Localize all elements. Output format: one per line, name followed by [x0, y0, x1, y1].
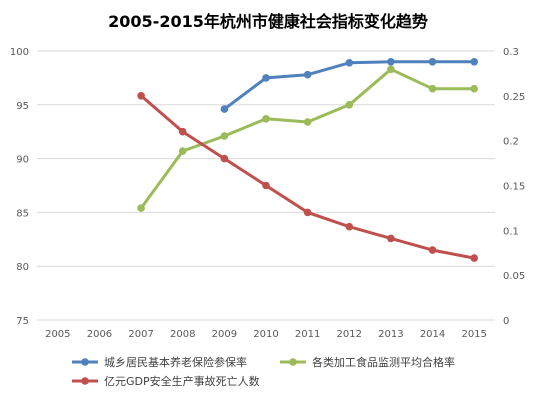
- x-tick-label: 2014: [420, 329, 445, 340]
- data-point: [428, 58, 437, 66]
- x-tick-label: 2011: [295, 329, 320, 340]
- y-left-tick-label: 75: [16, 316, 29, 327]
- data-point: [303, 208, 312, 217]
- data-point: [428, 246, 437, 254]
- data-point: [387, 58, 395, 66]
- y-right-tick-label: 0: [503, 316, 509, 327]
- legend-item-1: 城乡居民基本养老保险参保率: [72, 355, 247, 369]
- data-point: [470, 58, 479, 66]
- data-point: [387, 234, 395, 243]
- y-right-tick-label: 0.15: [503, 182, 525, 193]
- x-tick-label: 2015: [461, 329, 486, 340]
- data-point: [220, 105, 229, 113]
- legend-swatch-marker: [81, 377, 89, 385]
- y-right-tick-label: 0.3: [503, 47, 519, 58]
- data-point: [220, 132, 229, 140]
- legend-swatch-marker: [81, 358, 89, 366]
- data-point: [470, 254, 479, 262]
- data-point: [178, 147, 187, 155]
- data-point: [470, 84, 479, 93]
- data-point: [303, 118, 312, 126]
- y-left-tick-label: 85: [16, 208, 29, 219]
- y-left-tick-label: 90: [16, 155, 29, 166]
- data-point: [387, 65, 395, 74]
- data-point: [262, 74, 270, 82]
- x-tick-label: 2006: [87, 329, 112, 340]
- y-left-tick-label: 95: [16, 101, 29, 112]
- y-left-tick-label: 100: [10, 47, 29, 58]
- data-point: [345, 222, 354, 231]
- data-point: [428, 84, 437, 93]
- y-right-tick-label: 0.2: [503, 137, 519, 148]
- x-tick-label: 2008: [170, 329, 195, 340]
- y-right-tick-label: 0.25: [503, 92, 525, 103]
- data-point: [345, 101, 354, 109]
- data-point: [262, 181, 270, 190]
- legend-item-2: 各类加工食品监测平均合格率: [280, 355, 455, 369]
- x-tick-label: 2013: [378, 329, 403, 340]
- chart-title: 2005-2015年杭州市健康社会指标变化趋势: [108, 12, 428, 31]
- data-point: [262, 115, 270, 123]
- y-right-tick-label: 0.05: [503, 271, 525, 282]
- x-tick-label: 2005: [45, 329, 70, 340]
- x-tick-label: 2007: [128, 329, 153, 340]
- y-right-tick-label: 0.1: [503, 226, 519, 237]
- data-point: [345, 59, 354, 67]
- x-tick-label: 2010: [253, 329, 278, 340]
- gridlines: [37, 50, 495, 321]
- x-tick-label: 2012: [337, 329, 362, 340]
- legend: 城乡居民基本养老保险参保率 各类加工食品监测平均合格率亿元GDP安全生产事故死亡人…: [72, 355, 455, 388]
- legend-swatch-marker: [289, 358, 297, 366]
- legend-item-3: 亿元GDP安全生产事故死亡人数: [72, 374, 260, 388]
- x-tick-label: 2009: [212, 329, 237, 340]
- legend-label: 城乡居民基本养老保险参保率: [104, 355, 247, 369]
- legend-label: 各类加工食品监测平均合格率: [312, 355, 455, 369]
- data-point: [137, 92, 145, 100]
- data-point: [137, 204, 145, 212]
- data-point: [303, 70, 312, 79]
- series-layer: [137, 58, 479, 262]
- legend-label: 亿元GDP安全生产事故死亡人数: [104, 374, 260, 388]
- axes: 75 80 85 90 95 100 0 0.05 0.1 0.15 0.2 0.25 0.3 2005 2…: [10, 47, 525, 340]
- data-point: [220, 154, 229, 163]
- data-point: [178, 127, 187, 136]
- y-left-tick-label: 80: [16, 262, 29, 273]
